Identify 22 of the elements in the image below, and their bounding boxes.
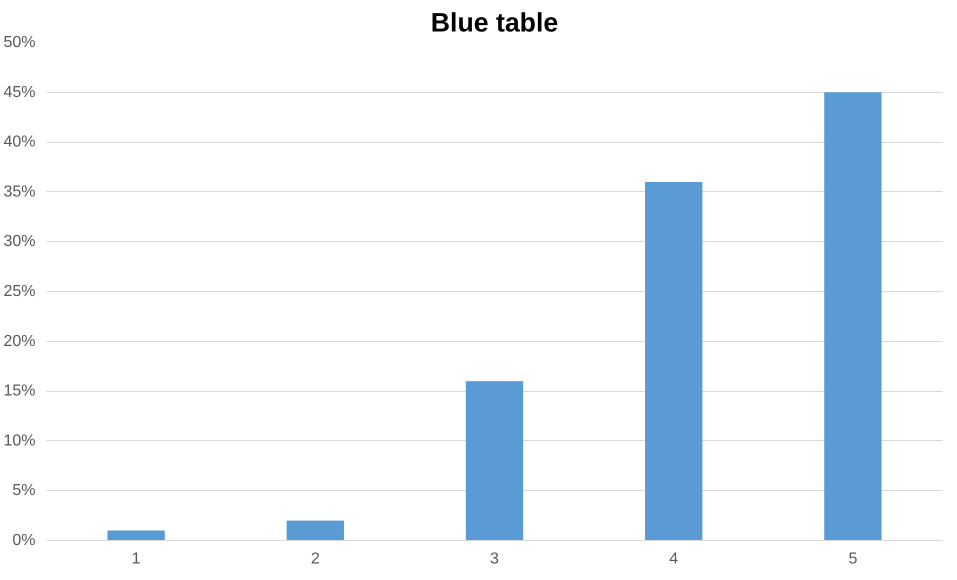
y-tick-label: 20%	[3, 332, 36, 350]
y-tick-label: 10%	[3, 432, 36, 450]
x-tick-label: 3	[490, 550, 500, 568]
x-tick-label: 1	[132, 550, 141, 568]
y-tick-label: 50%	[3, 34, 36, 51]
y-tick-label: 5%	[12, 482, 36, 500]
y-tick-label: 30%	[3, 233, 36, 250]
chart-title: Blue table	[430, 8, 558, 38]
y-tick-label: 35%	[3, 183, 36, 200]
bar	[107, 530, 165, 540]
bar	[824, 92, 882, 540]
y-tick-label: 40%	[3, 134, 36, 151]
y-tick-label: 25%	[3, 283, 36, 300]
x-tick-label: 2	[310, 550, 320, 568]
bar	[466, 381, 524, 540]
y-tick-label: 0%	[12, 532, 36, 549]
bar	[286, 520, 344, 540]
x-tick-label: 4	[669, 550, 678, 568]
bar	[645, 182, 702, 540]
x-tick-label: 5	[848, 550, 858, 568]
y-tick-label: 45%	[3, 84, 36, 101]
y-tick-label: 15%	[3, 382, 36, 400]
